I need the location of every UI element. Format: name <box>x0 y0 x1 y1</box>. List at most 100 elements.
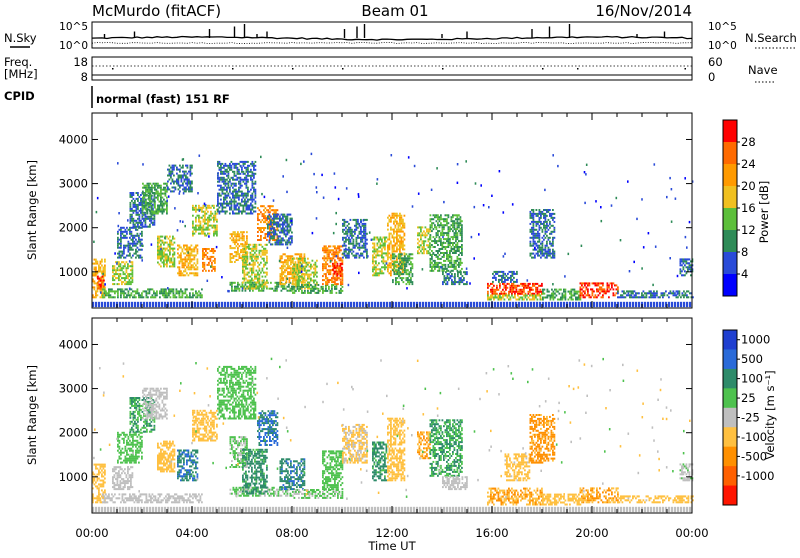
range-cell <box>179 294 181 296</box>
range-cell <box>387 225 389 227</box>
range-cell <box>224 302 226 307</box>
range-cell <box>222 163 224 165</box>
range-cell <box>671 302 673 307</box>
range-cell <box>291 218 293 220</box>
range-cell <box>244 286 246 288</box>
range-cell <box>185 302 187 307</box>
range-cell <box>439 268 441 270</box>
range-cell <box>272 243 274 245</box>
range-cell <box>104 275 106 277</box>
range-cell <box>265 276 267 278</box>
range-cell <box>442 230 444 232</box>
range-cell <box>263 290 265 292</box>
range-cell <box>266 272 268 274</box>
range-cell <box>337 283 339 285</box>
range-cell <box>152 294 154 296</box>
range-cell <box>259 270 261 272</box>
range-cell <box>266 274 268 276</box>
range-cell <box>266 252 268 254</box>
range-cell <box>120 247 122 249</box>
range-cell <box>253 250 255 252</box>
range-cell <box>219 193 221 195</box>
range-cell <box>433 270 435 272</box>
range-cell <box>444 281 446 283</box>
range-cell <box>210 260 212 262</box>
range-cell <box>425 232 427 234</box>
range-cell <box>303 278 305 280</box>
range-cell <box>132 277 134 279</box>
range-cell <box>246 231 248 233</box>
range-cell <box>207 227 209 229</box>
range-cell <box>423 244 425 246</box>
range-cell <box>117 241 119 243</box>
range-cell <box>402 237 404 239</box>
range-cell <box>443 226 445 228</box>
range-cell <box>223 167 225 169</box>
range-cell <box>498 281 500 283</box>
range-cell <box>353 251 355 253</box>
range-cell <box>333 249 335 251</box>
range-cell <box>384 248 386 250</box>
range-cell <box>212 213 214 215</box>
range-cell <box>163 199 165 201</box>
range-cell <box>384 247 386 249</box>
range-cell <box>201 217 203 219</box>
range-cell <box>213 256 215 258</box>
range-cell <box>253 280 255 282</box>
range-cell <box>137 247 139 249</box>
range-cell <box>156 292 158 294</box>
range-cell <box>237 251 239 253</box>
range-cell <box>155 296 157 298</box>
range-cell <box>210 219 212 221</box>
range-cell <box>275 232 277 234</box>
range-cell <box>386 260 388 262</box>
range-cell <box>519 285 521 287</box>
range-cell <box>383 256 385 258</box>
range-cell <box>360 233 362 235</box>
range-cell <box>142 213 144 215</box>
range-cell <box>167 296 169 298</box>
range-cell <box>315 286 317 288</box>
range-cell <box>262 282 264 284</box>
range-cell <box>157 183 159 185</box>
range-cell <box>192 264 194 266</box>
range-cell <box>132 265 134 267</box>
range-cell <box>247 268 249 270</box>
range-cell <box>417 250 419 252</box>
range-cell <box>281 275 283 277</box>
range-cell <box>160 195 162 197</box>
range-cell <box>133 218 135 220</box>
range-cell <box>112 277 114 279</box>
range-cell <box>122 302 124 307</box>
range-cell <box>145 222 147 224</box>
range-cell <box>263 302 265 307</box>
range-cell <box>316 276 318 278</box>
range-cell <box>195 219 197 221</box>
range-cell <box>541 283 543 285</box>
range-cell <box>502 297 504 299</box>
freq-dot <box>685 68 687 70</box>
range-cell <box>95 259 97 261</box>
station-title: McMurdo (fitACF) <box>92 2 221 20</box>
range-cell <box>482 302 484 307</box>
range-cell <box>401 302 403 307</box>
range-cell <box>283 263 285 265</box>
range-cell <box>180 247 182 249</box>
range-cell <box>374 252 376 254</box>
range-cell <box>282 218 284 220</box>
range-cell <box>389 248 391 250</box>
range-cell <box>504 277 506 279</box>
range-cell <box>315 280 317 282</box>
range-cell <box>291 239 293 241</box>
range-cell <box>250 177 252 179</box>
range-cell <box>94 286 96 288</box>
range-cell <box>381 254 383 256</box>
range-cell <box>340 292 342 294</box>
range-cell <box>242 243 244 245</box>
range-cell <box>260 229 262 231</box>
range-cell <box>460 218 462 220</box>
range-cell <box>353 302 355 307</box>
range-cell <box>127 277 129 279</box>
range-cell <box>510 299 512 301</box>
range-cell <box>393 223 395 225</box>
